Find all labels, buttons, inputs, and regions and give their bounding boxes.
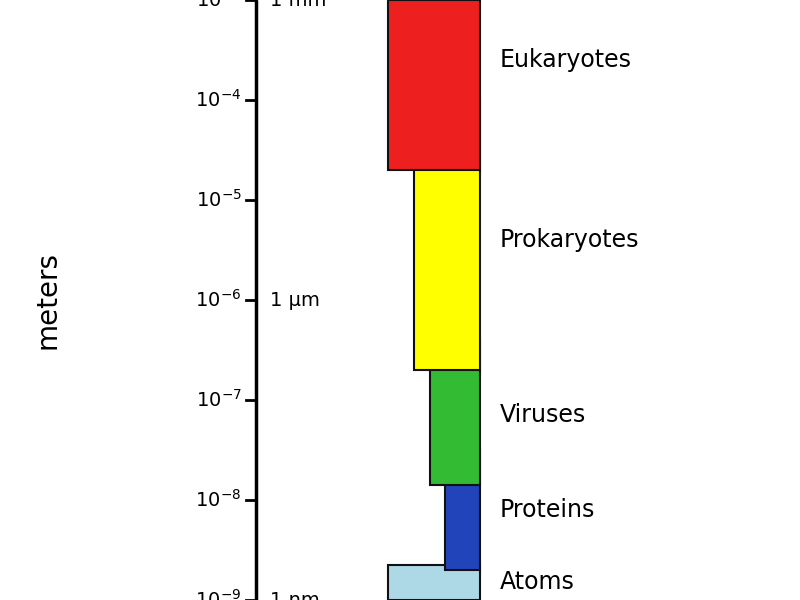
Text: $10^{-5}$: $10^{-5}$ bbox=[196, 189, 242, 211]
Text: $10^{-7}$: $10^{-7}$ bbox=[196, 389, 242, 411]
Bar bbox=[430, 340, 480, 485]
Bar bbox=[388, 0, 480, 170]
Text: Proteins: Proteins bbox=[500, 498, 595, 522]
Bar bbox=[414, 100, 480, 370]
Text: $10^{-9}$: $10^{-9}$ bbox=[195, 589, 242, 600]
Text: $10^{-6}$: $10^{-6}$ bbox=[195, 289, 242, 311]
Text: $10^{-3}$: $10^{-3}$ bbox=[196, 0, 242, 11]
Bar bbox=[445, 450, 480, 570]
Text: Atoms: Atoms bbox=[500, 570, 575, 594]
Text: Viruses: Viruses bbox=[500, 403, 586, 427]
Bar bbox=[388, 565, 480, 600]
Text: 1 mm: 1 mm bbox=[270, 0, 326, 10]
Text: Prokaryotes: Prokaryotes bbox=[500, 228, 639, 252]
Text: 1 nm: 1 nm bbox=[270, 590, 320, 600]
Text: $10^{-8}$: $10^{-8}$ bbox=[195, 489, 242, 511]
Text: meters: meters bbox=[34, 251, 62, 349]
Text: $10^{-4}$: $10^{-4}$ bbox=[195, 89, 242, 111]
Text: Eukaryotes: Eukaryotes bbox=[500, 48, 632, 72]
Text: 1 μm: 1 μm bbox=[270, 290, 320, 310]
